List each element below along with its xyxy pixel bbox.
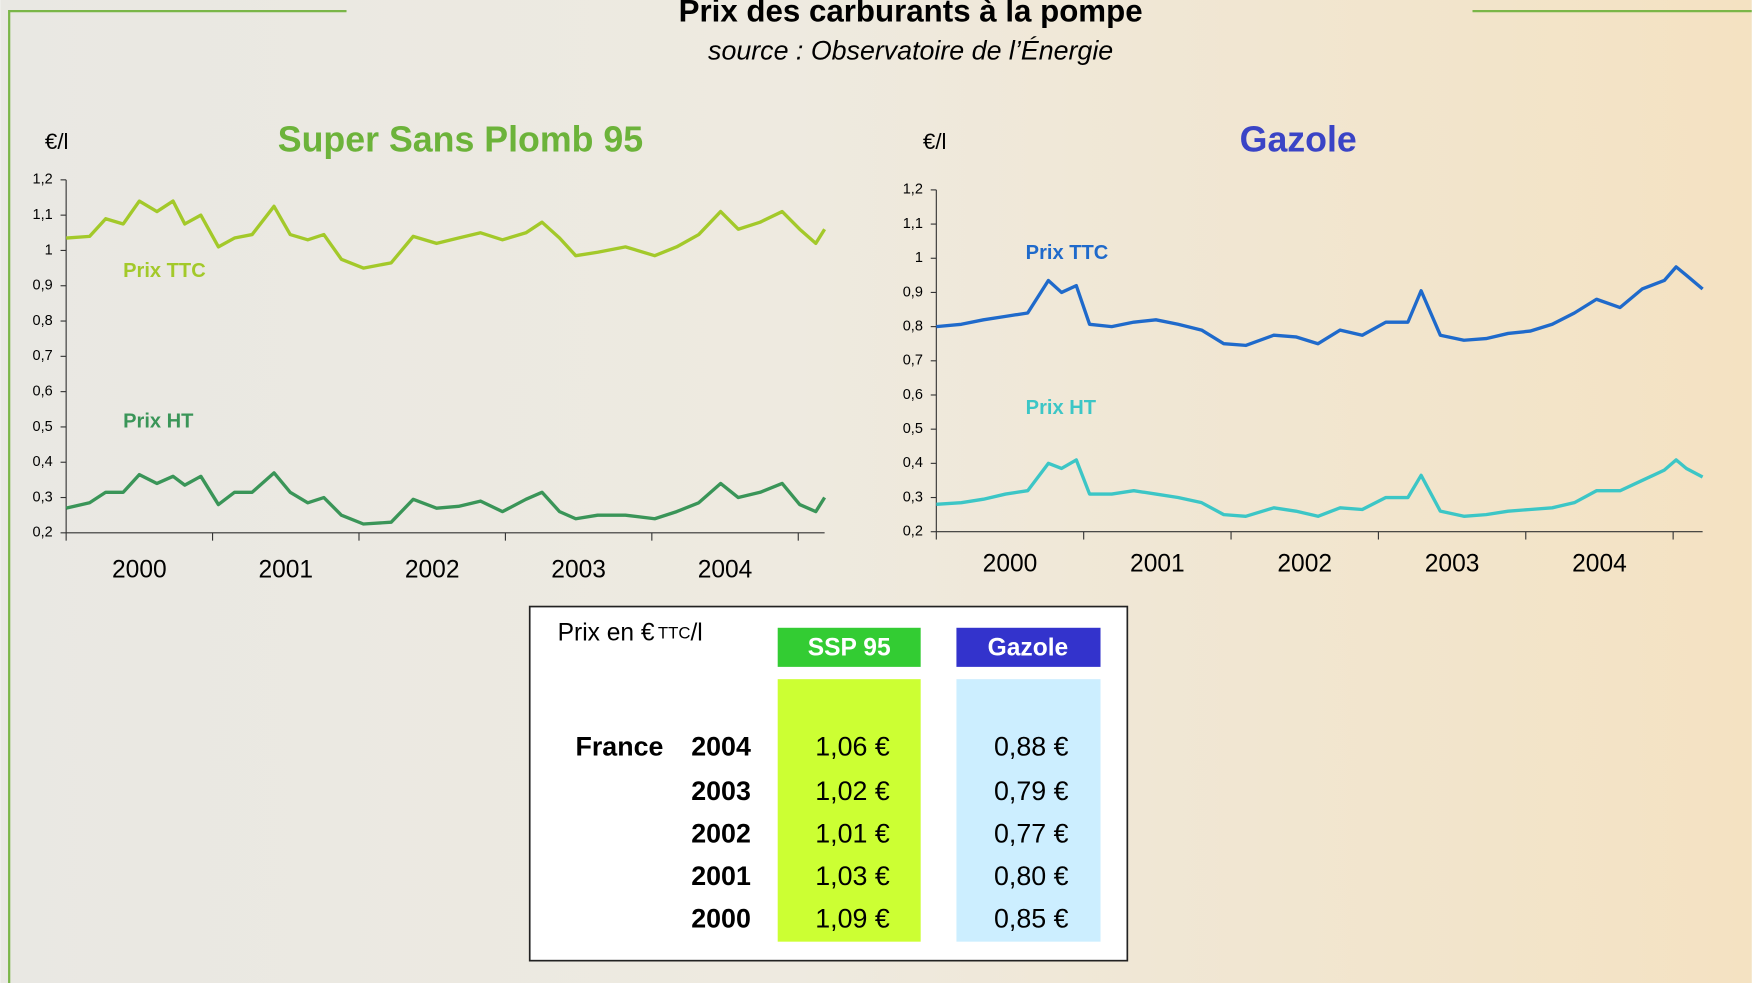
y-tick-label: 0,8: [903, 318, 923, 334]
y-tick-label: 0,2: [903, 524, 923, 540]
row-group: France: [576, 731, 664, 761]
cell: 1,03 €: [815, 861, 890, 891]
y-tick-label: 0,9: [903, 284, 923, 300]
y-tick-label: 0,4: [903, 455, 923, 471]
y-tick-label: 0,8: [33, 313, 53, 329]
y-tick-label: 0,6: [33, 383, 53, 399]
x-tick-label: 2003: [1425, 551, 1480, 578]
cell: 0,77 €: [994, 819, 1069, 849]
page-subtitle: source : Observatoire de l’Énergie: [708, 36, 1113, 66]
y-tick-label: 0,6: [903, 387, 923, 403]
y-tick-label: 0,2: [33, 525, 53, 541]
x-tick-label: 2000: [983, 551, 1038, 578]
chart-title: Gazole: [1240, 119, 1357, 159]
x-tick-label: 2004: [698, 556, 753, 583]
series-line: [66, 199, 827, 270]
series-line: [936, 265, 1704, 348]
caption-text: Prix en €: [558, 620, 655, 647]
series-line: [936, 458, 1704, 518]
cell: 1,09 €: [815, 904, 890, 934]
x-tick-label: 2004: [1572, 551, 1627, 578]
column-bg: [956, 679, 1101, 942]
series-label: Prix TTC: [123, 260, 206, 282]
y-tick-label: 1,1: [903, 216, 923, 232]
cell: 0,88 €: [994, 731, 1069, 761]
table-caption: Prix en € TTC/l: [558, 620, 703, 647]
y-tick-label: 0,4: [33, 454, 53, 470]
y-tick-label: 1: [915, 250, 923, 266]
x-tick-label: 2003: [551, 556, 606, 583]
series-label: Prix HT: [1026, 397, 1097, 419]
frame: [8, 10, 1752, 983]
row-year: 2003: [691, 776, 751, 806]
row-year: 2002: [691, 819, 751, 849]
cell: 1,01 €: [815, 819, 890, 849]
cell: 0,80 €: [994, 861, 1069, 891]
x-tick-label: 2001: [258, 556, 313, 583]
page-title: Prix des carburants à la pompe: [679, 0, 1143, 29]
cell: 0,85 €: [994, 904, 1069, 934]
y-tick-label: 0,7: [33, 348, 53, 364]
y-tick-label: 0,3: [903, 489, 923, 505]
chart-title: Super Sans Plomb 95: [278, 119, 643, 159]
cell: 1,06 €: [815, 731, 890, 761]
row-year: 2004: [691, 731, 751, 761]
caption-small: TTC: [658, 624, 691, 643]
y-tick-label: 0,5: [33, 419, 53, 435]
series-label: Prix HT: [123, 411, 194, 433]
x-tick-label: 2002: [405, 556, 460, 583]
cell: 0,79 €: [994, 776, 1069, 806]
y-tick-label: 0,5: [903, 421, 923, 437]
column-header: SSP 95: [808, 634, 891, 661]
cell: 1,02 €: [815, 776, 890, 806]
caption-end: /l: [690, 620, 702, 647]
x-tick-label: 2002: [1277, 551, 1332, 578]
x-tick-label: 2000: [112, 556, 167, 583]
price-table: Prix en € TTC/l SSP 95 Gazole France 2004…: [528, 605, 1129, 962]
y-tick-label: 0,3: [33, 489, 53, 505]
y-tick-label: 0,7: [903, 353, 923, 369]
column-header-bg: [777, 627, 921, 667]
y-axis-label: €/l: [923, 129, 947, 154]
y-tick-label: 1: [45, 242, 53, 258]
row-year: 2001: [691, 861, 751, 891]
y-tick-label: 0,9: [33, 278, 53, 294]
y-tick-label: 1,2: [903, 182, 923, 198]
column-bg: [777, 679, 921, 942]
y-tick-label: 1,2: [33, 172, 53, 188]
x-tick-label: 2001: [1130, 551, 1185, 578]
column-header-bg: [956, 627, 1101, 667]
row-year: 2000: [691, 904, 751, 934]
y-tick-label: 1,1: [33, 207, 53, 223]
series-label: Prix TTC: [1026, 242, 1109, 264]
series-line: [65, 471, 827, 526]
column-header: Gazole: [988, 634, 1069, 661]
y-axis-label: €/l: [45, 129, 69, 154]
